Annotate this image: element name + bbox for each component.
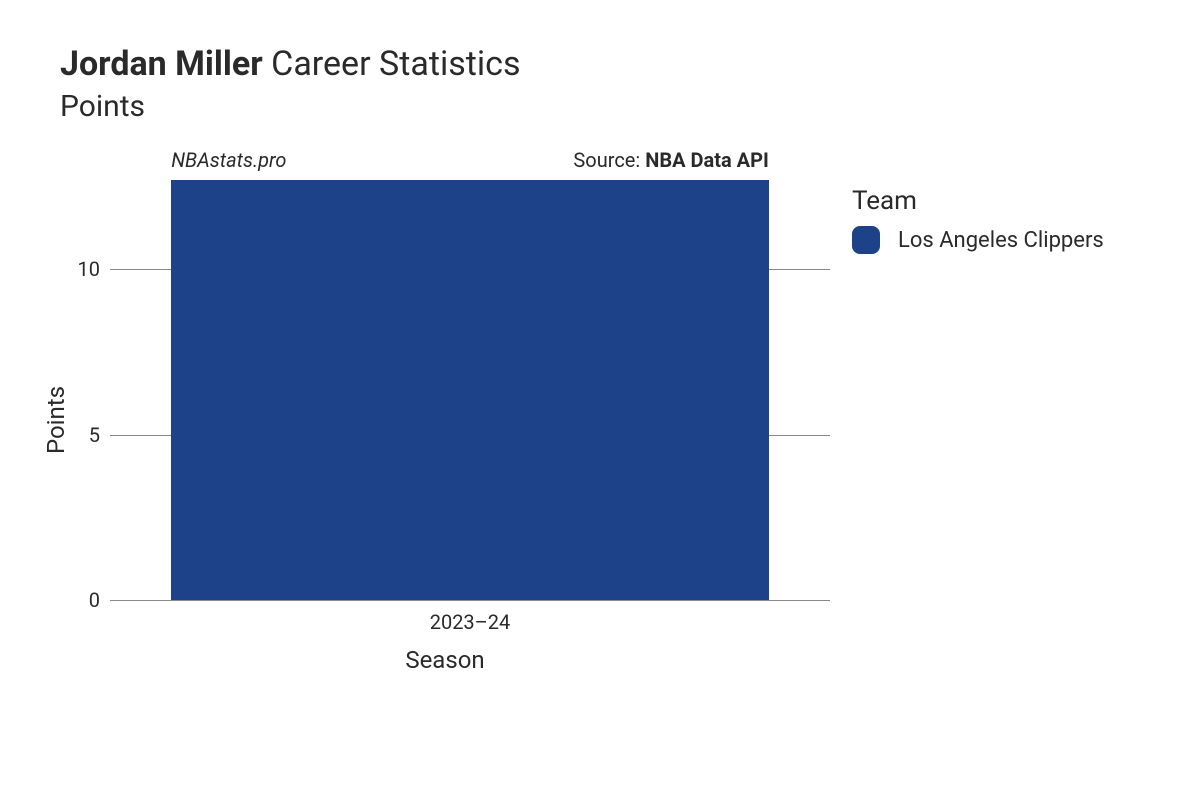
title-block: Jordan Miller Career Statistics Points [60,44,521,124]
x-tick-label: 2023–24 [430,610,511,634]
legend: Team Los Angeles Clippers [852,186,1104,254]
legend-label: Los Angeles Clippers [898,228,1104,253]
source-name: NBA Data API [645,148,769,172]
legend-swatch [852,226,880,254]
x-axis-title: Season [405,646,484,674]
legend-items: Los Angeles Clippers [852,226,1104,254]
legend-item: Los Angeles Clippers [852,226,1104,254]
source-prefix: Source: [573,148,645,172]
y-axis-title: Points [42,386,70,454]
chart-container: Jordan Miller Career Statistics Points P… [0,0,1200,800]
y-tick-label: 0 [89,588,100,612]
plot-area: NBAstats.pro Source: NBA Data API 051020… [110,180,830,600]
bar [171,180,769,600]
title-suffix: Career Statistics [263,44,521,84]
chart-subtitle: Points [60,89,521,124]
player-name: Jordan Miller [60,44,263,84]
site-watermark: NBAstats.pro [171,148,286,172]
y-tick-label: 5 [89,423,100,447]
legend-title: Team [852,186,1104,216]
y-tick-label: 10 [78,257,100,281]
chart-title: Jordan Miller Career Statistics [60,44,521,85]
source-attribution: Source: NBA Data API [573,148,768,172]
chart-area: Points NBAstats.pro Source: NBA Data API… [60,180,830,660]
gridline [110,600,830,601]
